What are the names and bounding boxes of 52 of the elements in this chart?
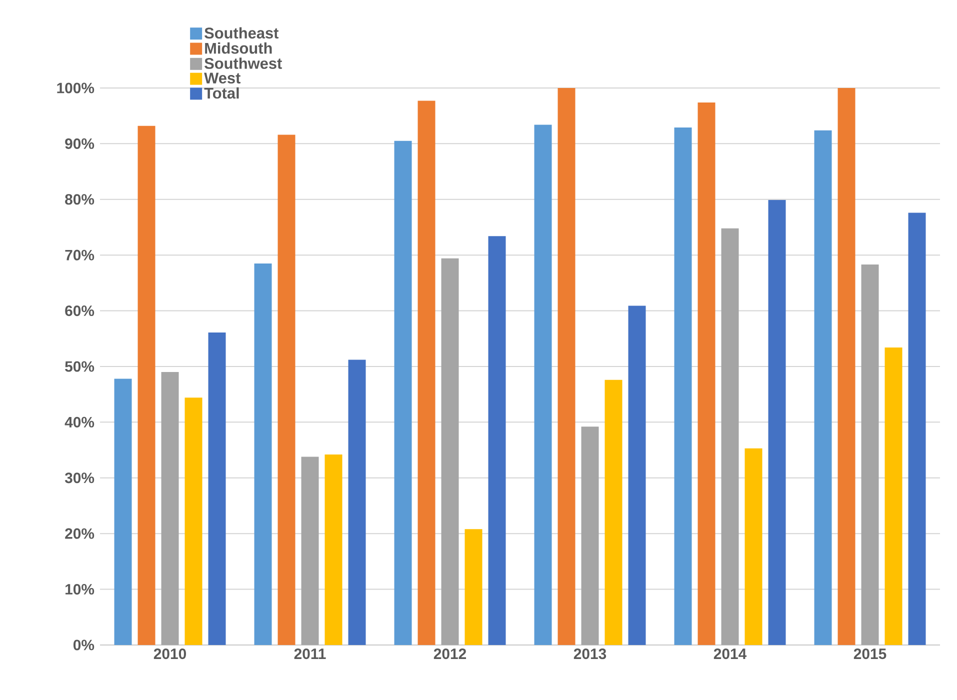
x-tick-label: 2011 [294, 648, 326, 660]
bar [278, 134, 296, 645]
bar [488, 236, 506, 645]
bar [581, 426, 599, 645]
y-tick-label: 50% [65, 361, 94, 372]
y-tick-label: 80% [65, 194, 94, 205]
bar [674, 128, 692, 645]
bar [324, 454, 342, 645]
legend-label: Midsouth [205, 42, 272, 54]
x-tick-label: 2012 [434, 648, 466, 660]
bar [161, 372, 179, 645]
y-tick-label: 70% [65, 250, 94, 260]
legend-label: Southeast [204, 27, 279, 39]
x-tick-label: 2010 [154, 648, 186, 660]
y-tick-label: 40% [64, 416, 94, 428]
bar [884, 348, 902, 645]
bar [184, 398, 202, 645]
bar [721, 228, 739, 645]
bar [814, 130, 832, 645]
y-tick-label: 60% [65, 305, 94, 316]
bar [348, 360, 366, 645]
bar [441, 258, 459, 645]
bar [838, 88, 856, 645]
x-tick-label: 2015 [854, 648, 886, 660]
bar [208, 332, 226, 645]
bar [698, 102, 716, 645]
y-tick-label: 100% [57, 82, 94, 94]
bar [768, 200, 786, 645]
bar [254, 263, 272, 645]
bar [744, 448, 762, 645]
y-tick-label: 30% [64, 472, 94, 484]
bar [394, 140, 412, 645]
y-tick-label: 10% [66, 584, 94, 595]
legend-label: Total [204, 87, 239, 99]
bar [138, 126, 156, 645]
y-tick-label: 0% [73, 640, 94, 650]
bar [418, 100, 436, 645]
x-tick-label: 2013 [574, 648, 606, 660]
bar [908, 212, 926, 645]
bar [861, 264, 879, 645]
bar [604, 380, 622, 645]
y-tick-label: 90% [65, 138, 94, 149]
bar [628, 306, 646, 645]
bar [114, 378, 132, 645]
legend-label: Southwest [204, 58, 282, 69]
bar [464, 529, 482, 645]
legend-label: West [204, 72, 240, 84]
bar [558, 88, 576, 645]
y-tick-label: 20% [65, 528, 94, 539]
x-tick-label: 2014 [714, 648, 747, 660]
bar [534, 124, 552, 645]
bar [301, 456, 319, 645]
